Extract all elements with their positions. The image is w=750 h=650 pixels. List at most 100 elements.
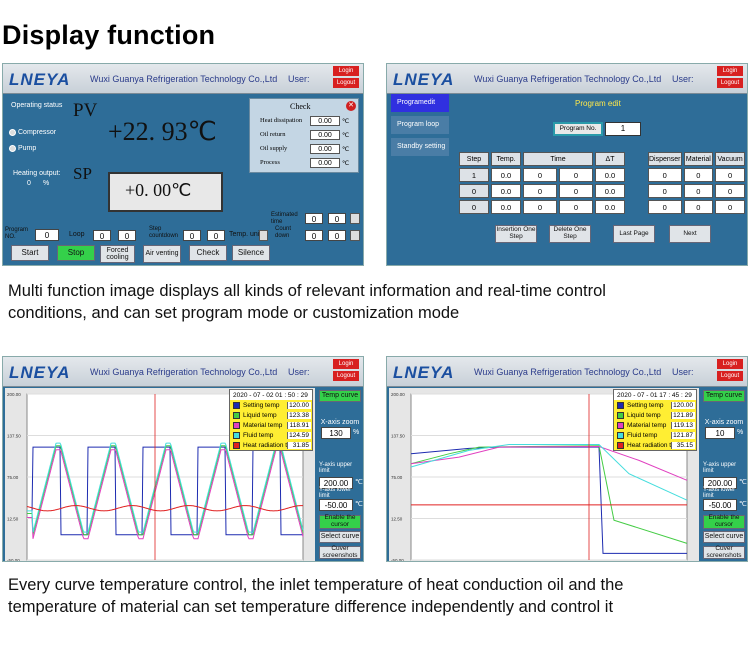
table-cell[interactable]: 0 bbox=[559, 168, 593, 182]
check-row-value: 0.00 bbox=[310, 130, 340, 140]
table-cell[interactable]: 0.0 bbox=[595, 168, 625, 182]
table-cell[interactable]: 0.0 bbox=[491, 168, 521, 182]
legend-item[interactable]: Fluid temp 124.59 bbox=[230, 430, 312, 440]
curve-screenshots-button[interactable]: Cuver screenshots bbox=[703, 545, 745, 559]
company-name: Wuxi Guanya Refrigeration Technology Co.… bbox=[474, 74, 662, 84]
legend-item[interactable]: Setting temp 120.00 bbox=[614, 400, 696, 410]
tab-program-loop[interactable]: Program loop bbox=[391, 116, 449, 134]
legend-name: Fluid temp bbox=[243, 431, 274, 439]
insert-step-button[interactable]: Insertion One Step bbox=[495, 225, 537, 243]
legend-value: 121.89 bbox=[671, 411, 695, 419]
table-cell[interactable]: 0 bbox=[715, 200, 745, 214]
logout-button[interactable]: Logout bbox=[717, 78, 743, 88]
check-button[interactable]: Check bbox=[189, 245, 227, 261]
y-lower-limit-input[interactable]: -50.00 bbox=[703, 499, 737, 511]
legend-item[interactable]: Setting temp 120.00 bbox=[230, 400, 312, 410]
table-cell[interactable]: 0 bbox=[523, 168, 557, 182]
table-cell[interactable]: 1 bbox=[459, 168, 489, 182]
x-axis-zoom-unit: % bbox=[737, 429, 744, 436]
sp-display bbox=[108, 172, 223, 212]
legend-item[interactable]: Material temp 119.13 bbox=[614, 420, 696, 430]
x-axis-zoom-input[interactable]: 10 bbox=[705, 427, 735, 439]
pump-indicator-icon bbox=[9, 145, 16, 152]
program-no-input[interactable]: 0 bbox=[35, 229, 59, 241]
login-button[interactable]: Login bbox=[717, 359, 743, 369]
legend-value: 120.00 bbox=[287, 401, 311, 409]
legend-swatch bbox=[233, 411, 240, 419]
last-page-button[interactable]: Last Page bbox=[613, 225, 655, 243]
table-cell[interactable]: 0 bbox=[715, 168, 745, 182]
chart-legend: 2020 - 07 - 01 17 : 45 : 29 Setting temp… bbox=[613, 389, 697, 451]
legend-item[interactable]: Liquid temp 123.38 bbox=[230, 410, 312, 420]
legend-item[interactable]: Liquid temp 121.89 bbox=[614, 410, 696, 420]
close-icon[interactable]: ✕ bbox=[346, 101, 356, 111]
estimated-side-a bbox=[350, 213, 360, 224]
temp-curve-button[interactable]: Temp curve bbox=[703, 390, 745, 402]
table-cell[interactable]: 0.0 bbox=[595, 184, 625, 198]
enable-cursor-button[interactable]: Enable the cursor bbox=[319, 514, 361, 529]
logout-button[interactable]: Logout bbox=[333, 78, 359, 88]
legend-item[interactable]: Heat radiation temp31.85 bbox=[230, 440, 312, 450]
y-upper-limit-input[interactable]: 200.00 bbox=[319, 477, 353, 489]
col-dispenser: Dispenser bbox=[648, 152, 682, 166]
table-cell[interactable]: 0.0 bbox=[595, 200, 625, 214]
table-cell[interactable]: 0 bbox=[683, 200, 714, 214]
heating-output-unit: % bbox=[43, 180, 50, 187]
stop-button[interactable]: Stop bbox=[57, 245, 95, 261]
legend-value: 35.15 bbox=[671, 441, 695, 449]
table-cell[interactable]: 0 bbox=[523, 184, 557, 198]
pv-label: PV bbox=[73, 100, 98, 121]
start-button[interactable]: Start bbox=[11, 245, 49, 261]
next-button[interactable]: Next bbox=[669, 225, 711, 243]
program-no-input[interactable]: 1 bbox=[605, 122, 641, 136]
table-cell[interactable]: 0 bbox=[559, 184, 593, 198]
logout-button[interactable]: Logout bbox=[717, 371, 743, 381]
login-button[interactable]: Login bbox=[333, 66, 359, 76]
table-cell[interactable]: 0 bbox=[459, 200, 489, 214]
legend-item[interactable]: Material temp 118.91 bbox=[230, 420, 312, 430]
silence-button[interactable]: Silence bbox=[232, 245, 270, 261]
temp-unit-toggle[interactable] bbox=[259, 230, 268, 241]
table-cell[interactable]: 0.0 bbox=[491, 200, 521, 214]
table-cell[interactable]: 0 bbox=[459, 184, 489, 198]
tab-program-edit[interactable]: Programedit bbox=[391, 94, 449, 112]
select-curve-button[interactable]: Select curve bbox=[703, 531, 745, 543]
table-cell[interactable]: 0 bbox=[715, 184, 745, 198]
table-cell[interactable]: 0.0 bbox=[491, 184, 521, 198]
page-heading: Display function bbox=[2, 20, 216, 50]
table-cell[interactable]: 0 bbox=[648, 184, 682, 198]
legend-name: Liquid temp bbox=[627, 411, 661, 419]
legend-item[interactable]: Fluid temp 121.87 bbox=[614, 430, 696, 440]
curve-screenshots-button[interactable]: Cuver screenshots bbox=[319, 545, 361, 559]
select-curve-button[interactable]: Select curve bbox=[319, 531, 361, 543]
y-upper-limit-input[interactable]: 200.00 bbox=[703, 477, 737, 489]
table-cell[interactable]: 0 bbox=[648, 168, 682, 182]
login-button[interactable]: Login bbox=[717, 66, 743, 76]
temp-curve-button[interactable]: Temp curve bbox=[319, 390, 361, 402]
caption-bottom-line-1: Every curve temperature control, the inl… bbox=[8, 576, 624, 594]
x-axis-zoom-input[interactable]: 130 bbox=[321, 427, 351, 439]
brand-logo: LNEYA bbox=[9, 363, 71, 382]
login-button[interactable]: Login bbox=[333, 359, 359, 369]
table-cell[interactable]: 0 bbox=[683, 184, 714, 198]
loop-label: Loop bbox=[69, 231, 85, 238]
legend-item[interactable]: Heat radiation temp35.15 bbox=[614, 440, 696, 450]
forced-cooling-button[interactable]: Forced cooling bbox=[100, 245, 135, 263]
enable-cursor-button[interactable]: Enable the cursor bbox=[703, 514, 745, 529]
y-lower-limit-input[interactable]: -50.00 bbox=[319, 499, 353, 511]
table-cell[interactable]: 0 bbox=[683, 168, 714, 182]
pump-label: Pump bbox=[18, 145, 37, 152]
step-countdown-a: 0 bbox=[183, 230, 201, 241]
sp-value[interactable]: +0. 00℃ bbox=[125, 180, 192, 200]
logout-button[interactable]: Logout bbox=[333, 371, 359, 381]
table-cell[interactable]: 0 bbox=[523, 200, 557, 214]
table-cell[interactable]: 0 bbox=[559, 200, 593, 214]
legend-swatch bbox=[617, 431, 624, 439]
legend-swatch bbox=[617, 401, 624, 409]
table-cell[interactable]: 0 bbox=[648, 200, 682, 214]
legend-name: Setting temp bbox=[627, 401, 664, 409]
delete-step-button[interactable]: Delete One Step bbox=[549, 225, 591, 243]
air-venting-button[interactable]: Air venting bbox=[143, 245, 181, 263]
tab-standby-setting[interactable]: Standby setting bbox=[391, 138, 449, 156]
